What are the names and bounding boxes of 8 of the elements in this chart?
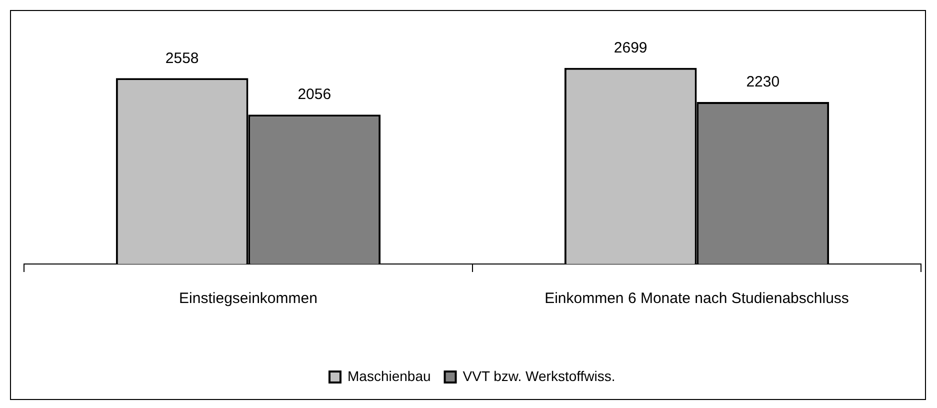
x-tick-label: Einkommen 6 Monate nach Studienabschluss	[544, 290, 849, 308]
data-label: 2230	[746, 74, 780, 91]
x-tick-label: Einstiegseinkommen	[179, 290, 318, 308]
legend-label: Maschienbau	[347, 368, 431, 384]
data-label: 2699	[614, 40, 648, 57]
data-label: 2558	[165, 50, 199, 67]
legend-label: VVT bzw. Werkstoffwiss.	[462, 368, 616, 384]
data-label: 2056	[298, 86, 332, 104]
